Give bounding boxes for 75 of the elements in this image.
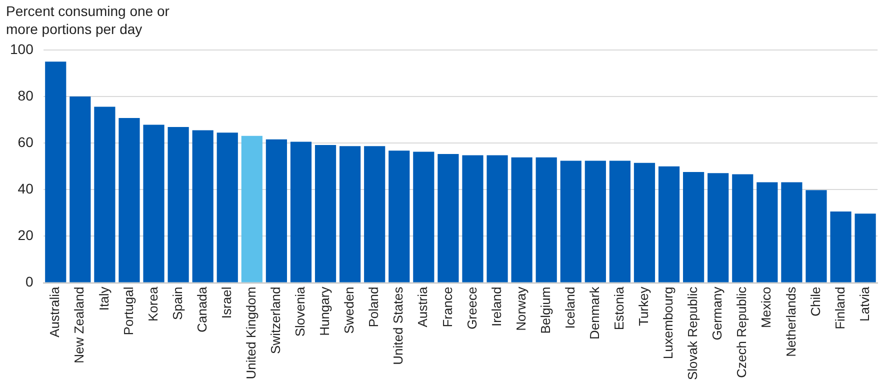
x-tick-label: Australia	[47, 286, 62, 338]
bar	[486, 155, 508, 282]
bar	[364, 146, 386, 282]
x-tick-label: France	[440, 286, 455, 328]
y-tick-label: 20	[18, 227, 34, 244]
bar	[94, 106, 116, 282]
x-tick-label: United States	[390, 286, 406, 365]
x-tick-label: United Kingdom	[243, 286, 258, 380]
bar	[609, 160, 631, 282]
x-tick-label: Canada	[194, 286, 210, 332]
x-tick-label: Mexico	[758, 286, 774, 328]
x-tick-label: Slovak Republic	[685, 286, 700, 380]
bar	[266, 139, 287, 282]
bar	[388, 150, 410, 282]
x-tick-label: Slovenia	[292, 286, 308, 337]
x-tick-label: Spain	[170, 286, 185, 320]
y-tick-label: 80	[18, 87, 34, 104]
x-tick-label: Korea	[145, 286, 160, 322]
y-tick-label: 60	[18, 134, 34, 150]
x-tick-label: Netherlands	[783, 286, 798, 357]
bar	[192, 130, 214, 282]
bar	[413, 152, 434, 282]
bar	[634, 162, 656, 282]
bar	[118, 118, 140, 282]
bar	[290, 142, 312, 282]
bar	[781, 182, 802, 282]
bar	[143, 124, 164, 282]
bar	[854, 214, 876, 282]
x-tick-label: Latvia	[856, 286, 872, 322]
x-tick-label: Italy	[96, 286, 112, 311]
x-tick-label: Iceland	[562, 286, 578, 329]
bar	[45, 62, 66, 282]
y-axis-title: Percent consuming one or more portions per day	[6, 2, 170, 38]
bar	[511, 157, 532, 282]
bar	[683, 172, 704, 282]
bar	[168, 127, 189, 282]
bar	[438, 154, 459, 282]
x-tick-label: Estonia	[612, 286, 627, 330]
bar	[584, 160, 606, 282]
x-tick-label: Turkey	[636, 286, 652, 326]
y-tick-label: 0	[26, 274, 34, 290]
x-tick-label: Czech Republic	[734, 286, 750, 378]
x-tick-label: Norway	[513, 286, 528, 331]
bar	[756, 182, 778, 282]
bar	[536, 157, 557, 282]
bar	[732, 174, 754, 282]
y-tick-label: 100	[10, 40, 34, 57]
x-tick-label: Portugal	[120, 286, 136, 336]
x-tick-label: Germany	[710, 286, 725, 340]
x-tick-label: New Zealand	[72, 286, 87, 364]
x-tick-label: Sweden	[342, 286, 357, 334]
bar	[314, 144, 336, 282]
x-tick-label: Israel	[218, 286, 234, 319]
x-tick-label: Denmark	[586, 286, 602, 340]
x-tick-label: Ireland	[488, 286, 504, 327]
bar	[340, 146, 361, 282]
x-tick-label: Chile	[808, 286, 823, 316]
x-tick-label: Switzerland	[268, 286, 284, 354]
bar	[708, 173, 729, 282]
x-tick-label: Hungary	[317, 286, 332, 336]
bar	[70, 96, 91, 282]
bar	[830, 212, 852, 282]
x-tick-label: Austria	[415, 286, 430, 328]
bar	[658, 166, 680, 282]
y-tick-label: 40	[18, 180, 34, 197]
bar	[560, 160, 582, 282]
bar	[216, 132, 238, 282]
x-tick-label: Greece	[464, 286, 480, 330]
x-tick-label: Poland	[366, 286, 382, 328]
bar	[806, 190, 827, 282]
bar	[462, 155, 484, 282]
bar	[241, 136, 262, 282]
x-tick-label: Finland	[832, 286, 848, 330]
x-tick-label: Luxembourg	[660, 286, 676, 360]
x-tick-label: Belgium	[538, 286, 553, 334]
